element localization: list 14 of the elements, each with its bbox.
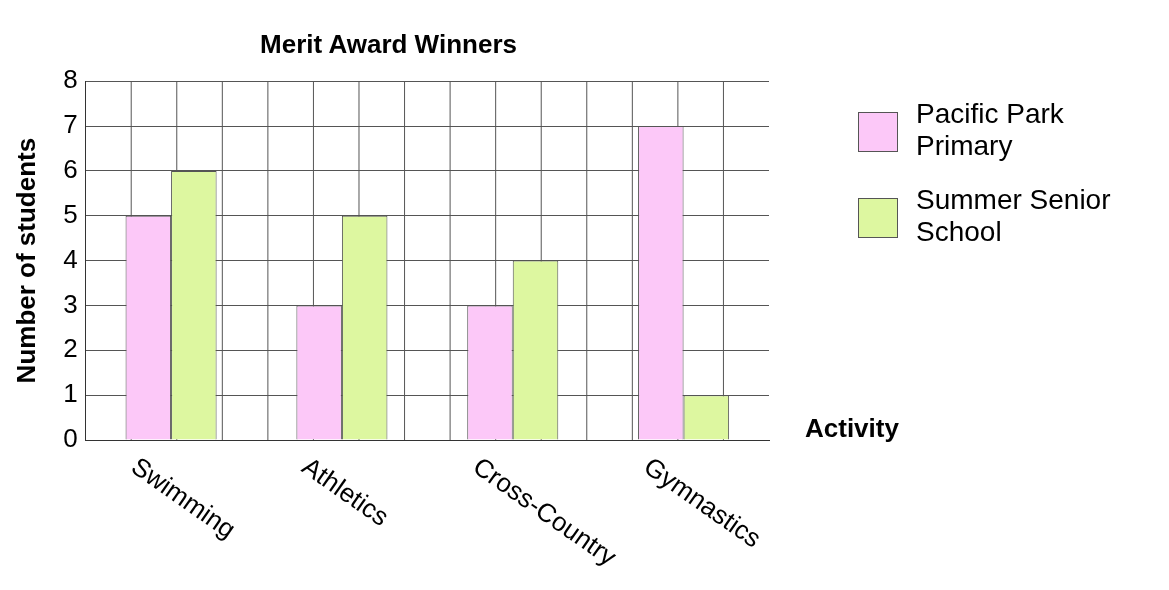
y-tick-label: 4 <box>63 243 78 274</box>
y-axis-title: Number of students <box>10 137 41 384</box>
y-tick-label: 0 <box>63 423 78 454</box>
y-tick-label: 5 <box>63 198 78 229</box>
x-axis-title: Activity <box>805 413 900 444</box>
y-tick-label: 3 <box>63 288 78 319</box>
legend-label: Summer Senior School <box>916 184 1112 248</box>
y-tick-label: 7 <box>63 109 78 140</box>
y-tick-label: 2 <box>63 333 78 364</box>
y-tick-label: 6 <box>63 154 78 185</box>
legend-label: Pacific Park Primary <box>916 98 1065 162</box>
chart-title: Merit Award Winners <box>260 28 517 59</box>
y-tick-label: 1 <box>63 378 78 409</box>
y-tick-label: 8 <box>63 64 78 95</box>
